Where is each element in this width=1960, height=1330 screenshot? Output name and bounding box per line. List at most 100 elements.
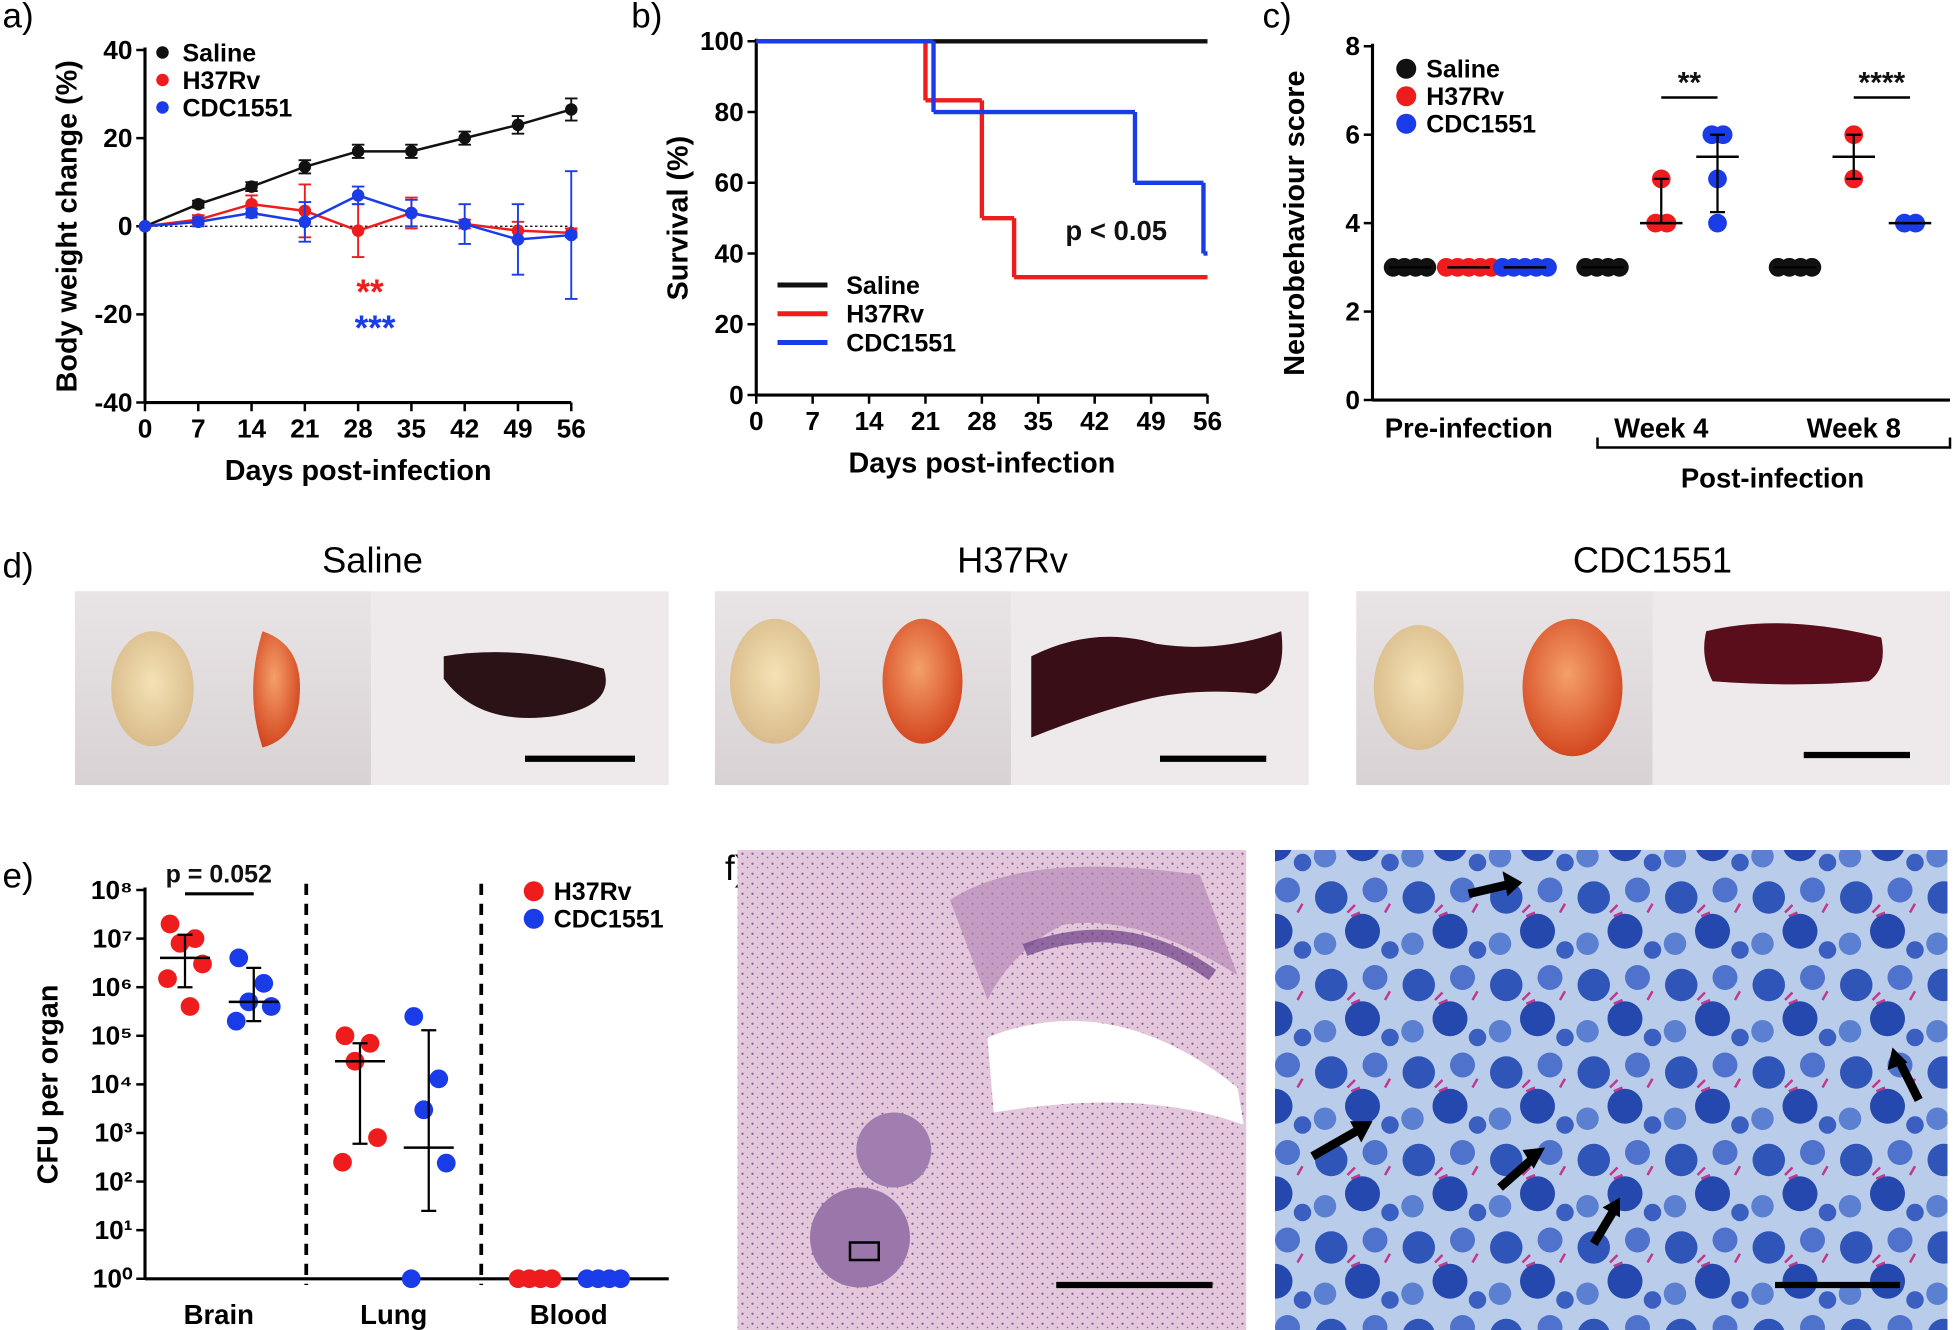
legend-label: CDC1551 xyxy=(554,906,664,934)
legend-label: CDC1551 xyxy=(846,329,956,357)
legend-swatch xyxy=(1396,58,1417,79)
y-tick-label: 100 xyxy=(700,26,744,56)
panel-label: b) xyxy=(631,0,662,36)
point xyxy=(458,217,471,231)
panel-label: c) xyxy=(1263,0,1292,36)
legend-swatch xyxy=(156,73,169,87)
y-tick-label: 20 xyxy=(715,309,744,339)
x-tick-label: 28 xyxy=(967,406,996,436)
y-axis-label: CFU per organ xyxy=(33,985,65,1185)
whisker xyxy=(246,966,262,1023)
x-tick-label: 0 xyxy=(749,406,764,436)
photo xyxy=(75,591,669,785)
micrograph xyxy=(737,850,1247,1330)
y-tick-label: 20 xyxy=(103,123,132,153)
group-bracket xyxy=(1596,437,1952,449)
point xyxy=(401,1269,421,1289)
point xyxy=(565,103,578,116)
point xyxy=(351,145,365,158)
annotation: *** xyxy=(355,309,396,348)
legend-label: H37Rv xyxy=(846,301,924,329)
point xyxy=(351,189,365,202)
point xyxy=(170,933,190,953)
y-tick-label: 4 xyxy=(1345,208,1360,238)
x-tick-label: 21 xyxy=(911,406,940,436)
group-label: Post-infection xyxy=(1681,463,1864,494)
y-tick-label: 0 xyxy=(118,211,133,241)
x-tick-label: 56 xyxy=(557,414,586,444)
legend-swatch xyxy=(156,46,169,59)
y-tick-label: -40 xyxy=(95,387,133,417)
x-tick-label: 56 xyxy=(1193,406,1222,436)
y-tick-label: 6 xyxy=(1345,119,1360,149)
x-tick-label: 35 xyxy=(1024,406,1053,436)
photo xyxy=(715,591,1309,785)
point xyxy=(335,1026,355,1046)
panel-label: d) xyxy=(3,547,34,586)
whisker xyxy=(421,1029,437,1212)
legend-label: H37Rv xyxy=(554,878,632,906)
figure-body: d) Saline H37Rv CDC1551 f) a)40200-20-40… xyxy=(3,0,1952,1330)
point xyxy=(298,215,312,229)
legend-swatch xyxy=(523,881,544,902)
x-tick-label: 14 xyxy=(854,406,884,436)
point xyxy=(511,118,525,132)
point xyxy=(368,1128,387,1148)
point xyxy=(193,954,212,974)
point xyxy=(229,948,249,968)
x-tick-label: 42 xyxy=(1080,406,1109,436)
point xyxy=(405,206,418,220)
point xyxy=(245,180,258,193)
point xyxy=(158,969,177,989)
point xyxy=(180,997,200,1016)
annotation: ** xyxy=(356,273,384,312)
point xyxy=(405,145,418,158)
photo-title: CDC1551 xyxy=(1573,540,1732,581)
y-tick-label: 40 xyxy=(103,35,132,65)
y-tick-label: 10⁷ xyxy=(92,923,132,953)
whisker xyxy=(1653,177,1669,225)
y-tick-label: 10⁶ xyxy=(91,972,132,1002)
y-axis-label: Survival (%) xyxy=(663,136,695,301)
point xyxy=(226,1011,246,1031)
y-tick-label: 10³ xyxy=(95,1118,133,1148)
panel-label: a) xyxy=(3,0,34,36)
y-axis-label: Body weight change (%) xyxy=(51,60,83,392)
x-tick-label: 14 xyxy=(237,414,267,444)
arrows xyxy=(1310,880,1923,1247)
point xyxy=(245,197,258,211)
y-tick-label: 10² xyxy=(95,1166,133,1196)
x-tick-label: 7 xyxy=(805,406,820,436)
point xyxy=(1708,213,1727,233)
photo-title: Saline xyxy=(322,540,423,581)
y-tick-label: 10⁸ xyxy=(91,875,133,905)
point xyxy=(611,1269,630,1289)
point xyxy=(298,160,312,174)
legend-swatch xyxy=(156,101,169,114)
y-tick-label: 2 xyxy=(1345,296,1360,326)
legend-label: Saline xyxy=(183,39,257,67)
legend-label: H37Rv xyxy=(1426,83,1504,111)
x-tick-label: Week 8 xyxy=(1807,413,1901,444)
point xyxy=(1538,257,1557,277)
y-tick-label: 0 xyxy=(1345,385,1360,415)
y-tick-label: 40 xyxy=(715,238,744,268)
y-axis-label: Neurobehaviour score xyxy=(1279,71,1311,376)
point xyxy=(360,1033,380,1053)
y-tick-label: 8 xyxy=(1345,31,1360,61)
point xyxy=(261,997,281,1016)
x-tick-label: 21 xyxy=(290,414,319,444)
legend-swatch xyxy=(1396,113,1417,134)
legend-label: H37Rv xyxy=(183,67,261,95)
x-tick-label: 0 xyxy=(138,414,153,444)
photo xyxy=(1356,591,1950,785)
panel-label: e) xyxy=(3,857,34,896)
point xyxy=(458,131,471,145)
micrograph xyxy=(1275,850,1948,1330)
y-tick-label: 10⁴ xyxy=(90,1069,132,1099)
legend-swatch xyxy=(1396,86,1417,107)
legend-label: CDC1551 xyxy=(183,94,293,122)
x-tick-label: Blood xyxy=(530,1299,608,1330)
x-tick-label: 7 xyxy=(191,414,206,444)
point xyxy=(542,1269,562,1289)
